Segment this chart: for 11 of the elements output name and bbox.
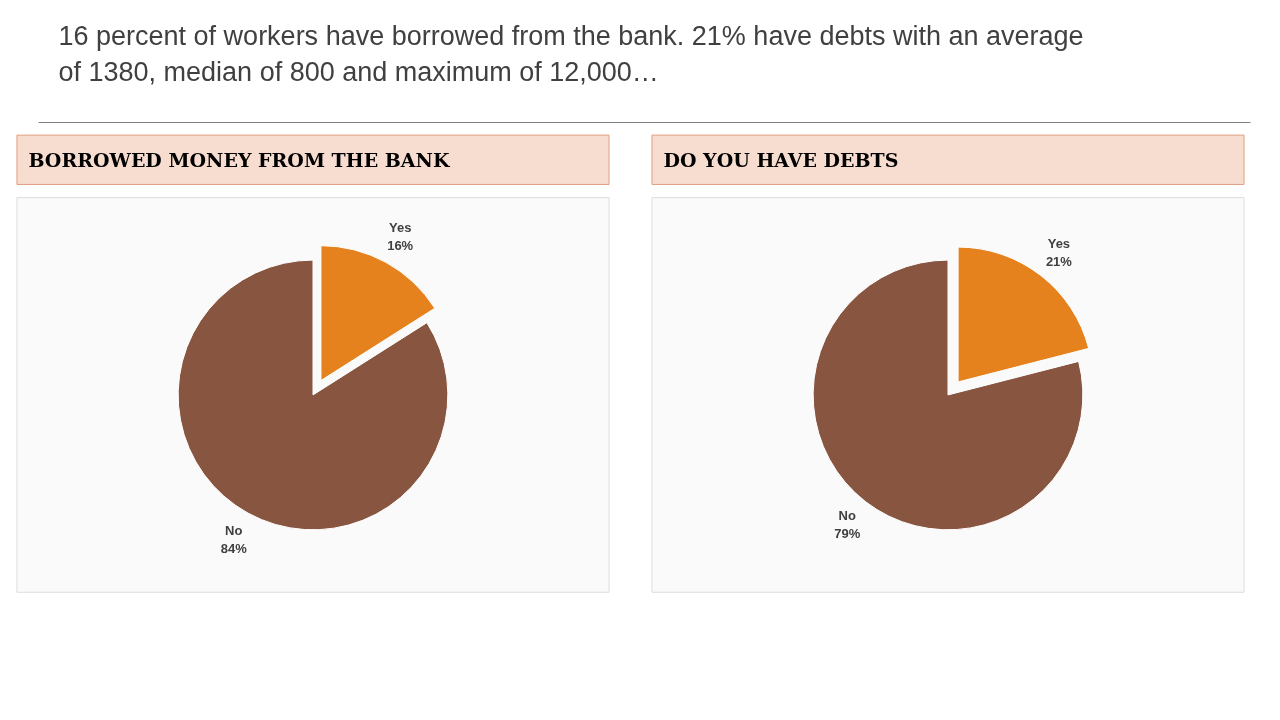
- data-label: 79%: [834, 526, 861, 542]
- data-label: 21%: [1045, 253, 1073, 269]
- data-label: 16%: [387, 237, 414, 253]
- slice-label: No: [225, 522, 243, 538]
- data-label: 84%: [220, 540, 248, 556]
- chart-title: DO YOU HAVE DEBTS: [663, 148, 899, 171]
- chart-title: BORROWED MONEY FROM THE BANK: [28, 148, 451, 171]
- slice-label: No: [838, 508, 856, 524]
- text: 16 percent of workers have borrowed from the bank. 21% have debts with an average of 1380, median of 800 and maximum of 12,000…: [58, 20, 1084, 87]
- slice-label: Yes: [1047, 235, 1071, 251]
- slice-label: Yes: [388, 219, 412, 235]
